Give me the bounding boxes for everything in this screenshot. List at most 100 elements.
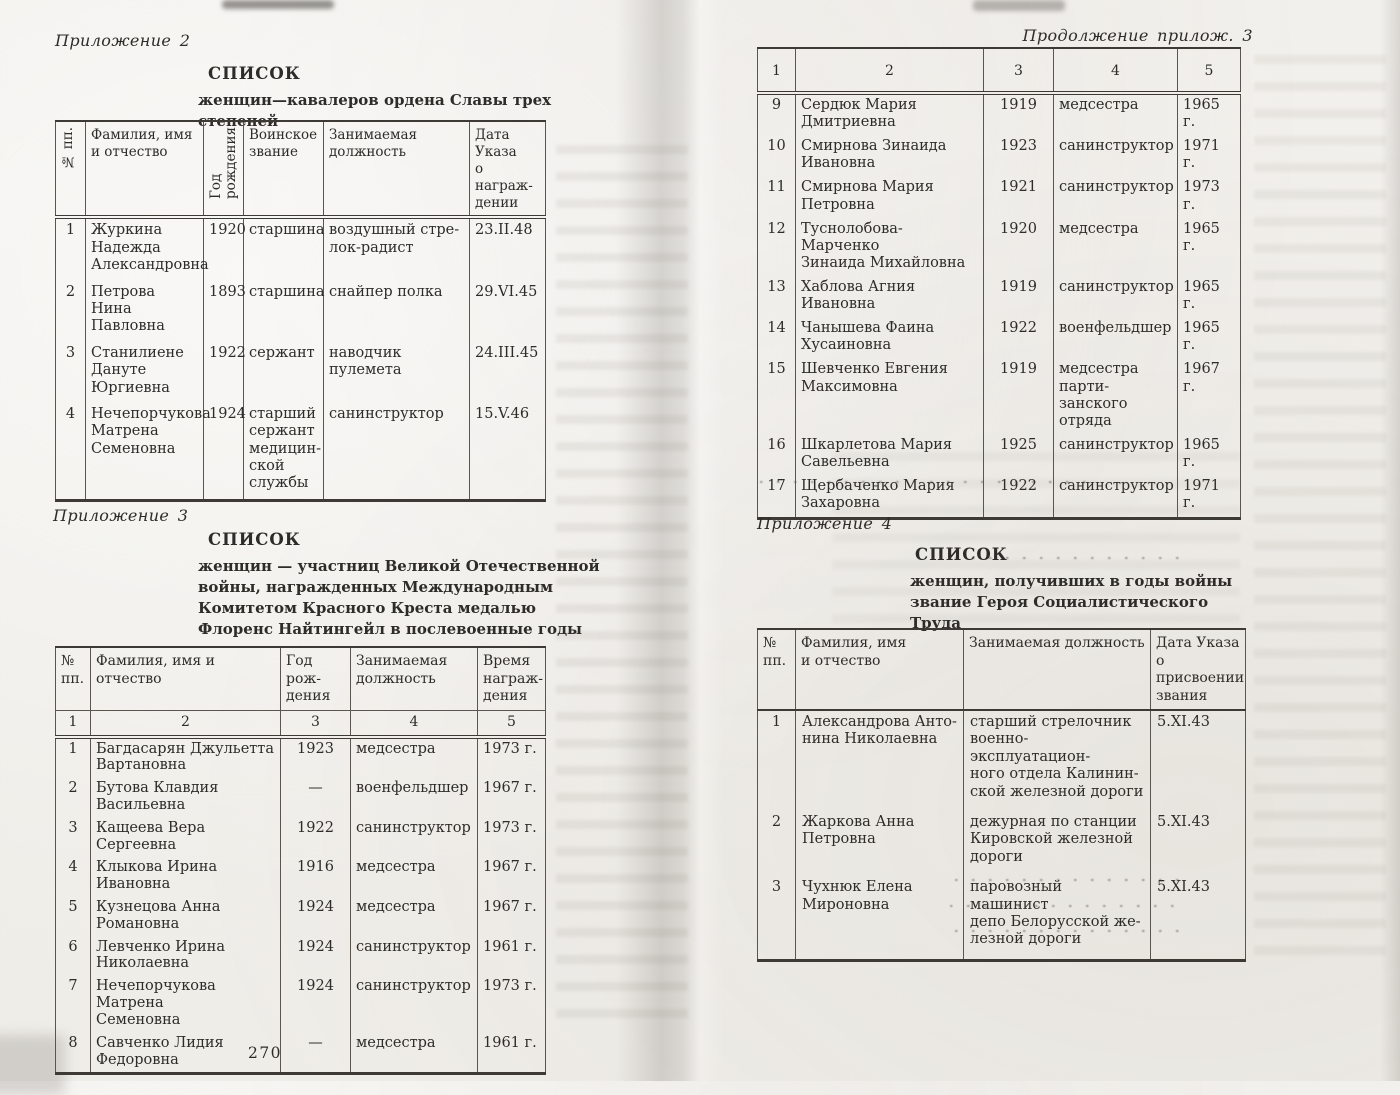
order-of-glory-table: № пп. Фамилия, имя и отчество Год рожден… — [55, 120, 546, 502]
table-row: 1 Александрова Анто- нина Николаевна старш… — [757, 710, 1246, 811]
table-cell: 1971 г. — [1177, 476, 1241, 519]
table-cell: старшина — [243, 280, 325, 342]
table-cell: Станилиене Дануте Юргиевна — [85, 341, 204, 403]
table-cell: 1925 — [983, 434, 1054, 477]
table-cell: снайпер полка — [323, 280, 470, 342]
table-cell: Журкина Надежда Александровна — [85, 217, 209, 281]
table-cell: 1967 г. — [477, 897, 546, 937]
table-cell: 1922 — [983, 476, 1054, 519]
table-row: 13 Хаблова Агния Ивановна 1919 санинструкто… — [757, 276, 1241, 319]
column-number-cell: 3 — [983, 48, 1054, 95]
table-cell: старшина — [243, 217, 325, 281]
column-number-cell: 1 — [757, 48, 796, 95]
table-row: 4 Клыкова Ирина Ивановна 1916 медсестра 1967… — [55, 857, 546, 897]
table-cell: медсестра — [350, 897, 478, 937]
table-cell: Чанышева Фаина Хусаиновна — [795, 318, 984, 360]
table-row: 1 Журкина Надежда Александровна 1920 старши… — [55, 217, 546, 281]
table-cell: — — [280, 1032, 351, 1074]
table-cell: 1967 г. — [1177, 359, 1241, 435]
table-cell: воздушный стре- лок-радист — [323, 217, 470, 281]
table-cell: 17 — [757, 476, 796, 519]
table-cell: 1 — [757, 710, 796, 811]
table-cell: 1973 г. — [477, 817, 546, 858]
table-cell: Жаркова Анна Петровна — [795, 810, 964, 877]
table-cell: 24.III.45 — [469, 341, 546, 403]
table-cell: 1919 — [983, 359, 1054, 435]
table-cell: 4 — [55, 857, 91, 897]
table-cell: 29.VI.45 — [469, 280, 546, 342]
table-cell: медсестра — [350, 1032, 478, 1074]
table-row: 12 Туснолобова-Марченко Зинаида Михайловн… — [757, 218, 1241, 277]
table-cell: Хаблова Агния Ивановна — [795, 276, 984, 319]
table-cell: Нечепорчукова Матрена Семеновна — [90, 976, 281, 1033]
table-cell: Нечепорчукова Матрена Семеновна — [85, 402, 211, 501]
header-cell-decree-date: Дата Указа о присвоении звания — [1150, 629, 1246, 711]
table-row: 6 Левченко Ирина Николаевна 1924 санинструк… — [55, 936, 546, 977]
table-cell: паровозный машинист депо Белорусской же-… — [963, 876, 1151, 961]
table-cell: 1920 — [983, 218, 1054, 277]
table-cell: 5.XI.43 — [1150, 710, 1246, 811]
scan-gutter-shadow — [616, 0, 724, 1081]
table-cell: 1965 г. — [1177, 218, 1241, 277]
column-number-cell: 3 — [280, 710, 351, 739]
table-cell: санинструктор — [1053, 276, 1178, 319]
table-cell: 23.II.48 — [469, 217, 546, 281]
header-cell-decree-date: Дата Указа о награж- дении — [469, 121, 546, 220]
column-number-cell: 5 — [477, 710, 546, 739]
header-cell-name: Фамилия, имя и отчество — [85, 121, 204, 220]
appendix-3-heading: СПИСОК женщин — участниц Великой Отечест… — [198, 530, 618, 640]
table-cell: Клыкова Ирина Ивановна — [90, 857, 281, 897]
table-cell: старший стрелочник военно-эксплуатацион-… — [963, 710, 1151, 811]
table-cell: медсестра — [1053, 93, 1178, 137]
table-body: 1 Багдасарян Джульетта Вартановна 1923 медс… — [55, 736, 546, 1074]
table-cell: сержант — [243, 341, 324, 403]
table-cell: санинструктор — [350, 817, 478, 858]
table-cell: 1965 г. — [1177, 276, 1241, 319]
table-cell: санинструктор — [350, 976, 478, 1033]
table-body: 1 Журкина Надежда Александровна 1920 старши… — [55, 217, 546, 501]
bleed-through-column — [556, 145, 688, 1030]
table-cell: 1965 г. — [1177, 434, 1241, 477]
table-cell: 1924 — [280, 976, 351, 1033]
table-row: 3 Станилиене Дануте Юргиевна 1922 сержант на… — [55, 341, 546, 403]
header-cell-birth-year: Год рож- дения — [280, 647, 351, 711]
table-cell: 1921 — [983, 177, 1054, 219]
column-number-cell: 1 — [55, 710, 91, 739]
header-cell-number: № пп. — [757, 629, 796, 711]
table-cell: 1965 г. — [1177, 318, 1241, 360]
page-number: 270 — [247, 1044, 283, 1062]
appendix-3-list-title: СПИСОК — [208, 530, 301, 549]
table-row: 8 Савченко Лидия Федоровна — медсестра 1961 … — [55, 1032, 546, 1074]
table-cell: санинструктор — [1053, 476, 1178, 519]
table-cell: 15 — [757, 359, 796, 435]
table-cell: Смирнова Зинаида Ивановна — [795, 136, 984, 178]
table-cell: Кащеева Вера Сергеевна — [90, 817, 281, 858]
table-row: 7 Нечепорчукова Матрена Семеновна 1924 сани… — [55, 976, 546, 1033]
table-cell: санинструктор — [1053, 177, 1178, 219]
column-number-cell: 4 — [350, 710, 478, 739]
table-cell: 1961 г. — [477, 1032, 546, 1074]
table-cell: 1973 г. — [1177, 177, 1241, 219]
table-body: 9 Сердюк Мария Дмитриевна 1919 медсестра 196… — [757, 93, 1241, 519]
table-row: 10 Смирнова Зинаида Ивановна 1923 санинстру… — [757, 136, 1241, 178]
table-cell: 6 — [55, 936, 91, 977]
table-header-row: № пп. Фамилия, имя и отчество Год рожден… — [55, 121, 546, 220]
table-row: 3 Чухнюк Елена Мироновна паровозный машини… — [757, 876, 1246, 961]
table-cell: 3 — [55, 341, 86, 403]
scan-smudge — [973, 0, 1065, 11]
table-row: 11 Смирнова Мария Петровна 1921 санинструкт… — [757, 177, 1241, 219]
table-cell: 11 — [757, 177, 796, 219]
table-cell: медсестра — [350, 857, 478, 897]
table-cell: Александрова Анто- нина Николаевна — [795, 710, 964, 811]
header-cell-position: Занимаемая должность — [963, 629, 1151, 711]
header-cell-name: Фамилия, имя и отчество — [795, 629, 964, 711]
table-cell: 1920 — [203, 217, 246, 281]
column-number-cell: 5 — [1177, 48, 1241, 95]
table-row: 2 Бутова Клавдия Васильевна — военфельдшер 1… — [55, 778, 546, 818]
table-row: 14 Чанышева Фаина Хусаиновна 1922 военфельд… — [757, 318, 1241, 360]
table-cell: 12 — [757, 218, 796, 277]
header-cell-number: № пп. — [55, 121, 86, 220]
table-cell: 1967 г. — [477, 778, 546, 818]
